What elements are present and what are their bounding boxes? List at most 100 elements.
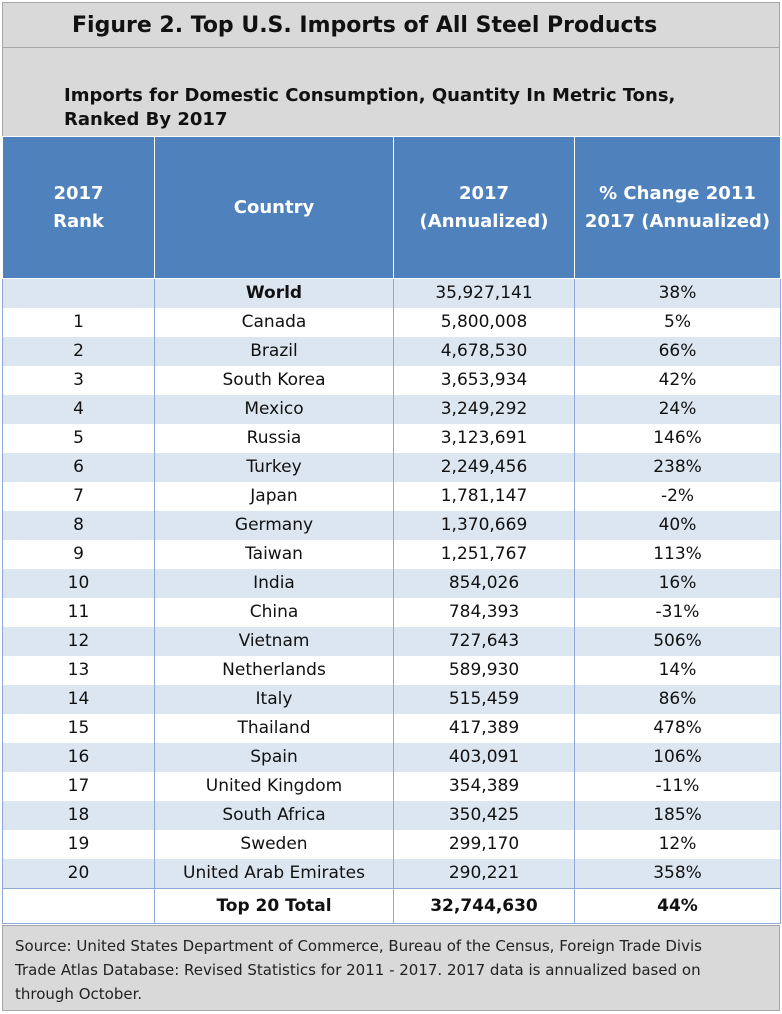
- value-cell: 5,800,008: [393, 308, 575, 337]
- value-cell: 784,393: [393, 598, 575, 627]
- total-change-cell: 44%: [574, 888, 781, 924]
- country-cell: United Kingdom: [154, 772, 394, 801]
- country-cell: China: [154, 598, 394, 627]
- change-cell: 106%: [574, 743, 781, 772]
- total-row: Top 20 Total 32,744,630 44%: [2, 888, 781, 924]
- country-cell: Sweden: [154, 830, 394, 859]
- value-cell: 1,251,767: [393, 540, 575, 569]
- value-cell: 3,249,292: [393, 395, 575, 424]
- value-cell: 3,123,691: [393, 424, 575, 453]
- source-line-3: through October.: [15, 985, 143, 1003]
- value-cell: 515,459: [393, 685, 575, 714]
- country-cell: Japan: [154, 482, 394, 511]
- rank-cell: 13: [2, 656, 155, 685]
- table-row: 6 Turkey 2,249,456 238%: [2, 453, 781, 482]
- change-cell: -31%: [574, 598, 781, 627]
- table-body: World 35,927,141 38% 1 Canada 5,800,008 5% 2…: [2, 278, 781, 889]
- figure-title: Figure 2. Top U.S. Imports of All Steel …: [72, 13, 658, 38]
- table-row: 14 Italy 515,459 86%: [2, 685, 781, 714]
- world-country-cell: World: [154, 278, 394, 308]
- column-header-value-line-2: (Annualized): [419, 210, 549, 232]
- column-header-rank-line-2: Rank: [53, 210, 104, 232]
- column-header-country-line-1: Country: [233, 196, 315, 218]
- total-rank-cell: [2, 888, 155, 924]
- source-box: Source: United States Department of Comm…: [2, 925, 780, 1011]
- change-cell: 238%: [574, 453, 781, 482]
- column-header-change: % Change 2011 2017 (Annualized): [574, 136, 781, 279]
- value-cell: 1,781,147: [393, 482, 575, 511]
- change-cell: 42%: [574, 366, 781, 395]
- total-label-cell: Top 20 Total: [154, 888, 394, 924]
- rank-cell: 10: [2, 569, 155, 598]
- table-row: 8 Germany 1,370,669 40%: [2, 511, 781, 540]
- value-cell: 1,370,669: [393, 511, 575, 540]
- rank-cell: 17: [2, 772, 155, 801]
- subtitle-line-1: Imports for Domestic Consumption, Quanti…: [64, 85, 676, 106]
- value-cell: 290,221: [393, 859, 575, 889]
- table-row: 4 Mexico 3,249,292 24%: [2, 395, 781, 424]
- country-cell: Brazil: [154, 337, 394, 366]
- change-cell: 16%: [574, 569, 781, 598]
- table-row: 18 South Africa 350,425 185%: [2, 801, 781, 830]
- table-row: 10 India 854,026 16%: [2, 569, 781, 598]
- country-cell: Mexico: [154, 395, 394, 424]
- column-header-change-line-2: 2017 (Annualized): [584, 210, 771, 232]
- column-header-change-line-1: % Change 2011: [599, 182, 756, 204]
- country-cell: Thailand: [154, 714, 394, 743]
- table-row: 20 United Arab Emirates 290,221 358%: [2, 859, 781, 889]
- rank-cell: 3: [2, 366, 155, 395]
- country-cell: India: [154, 569, 394, 598]
- table-row: 13 Netherlands 589,930 14%: [2, 656, 781, 685]
- value-cell: 354,389: [393, 772, 575, 801]
- country-cell: Canada: [154, 308, 394, 337]
- table-row: 19 Sweden 299,170 12%: [2, 830, 781, 859]
- rank-cell: 15: [2, 714, 155, 743]
- change-cell: -2%: [574, 482, 781, 511]
- table-row: 15 Thailand 417,389 478%: [2, 714, 781, 743]
- change-cell: 66%: [574, 337, 781, 366]
- imports-table: 2017 Rank Country 2017 (Annualized) % Ch…: [2, 136, 781, 924]
- rank-cell: 14: [2, 685, 155, 714]
- source-line-2: Trade Atlas Database: Revised Statistics…: [15, 961, 701, 979]
- title-bar: [2, 2, 780, 48]
- change-cell: 113%: [574, 540, 781, 569]
- rank-cell: 1: [2, 308, 155, 337]
- column-header-value: 2017 (Annualized): [393, 136, 575, 279]
- column-header-value-line-1: 2017: [458, 182, 510, 204]
- change-cell: 14%: [574, 656, 781, 685]
- subtitle-line-2: Ranked By 2017: [64, 109, 228, 130]
- world-rank-cell: [2, 278, 155, 308]
- subtitle-bar: [2, 48, 780, 136]
- source-line-1: Source: United States Department of Comm…: [15, 937, 702, 955]
- world-value-cell: 35,927,141: [393, 278, 575, 308]
- value-cell: 2,249,456: [393, 453, 575, 482]
- rank-cell: 18: [2, 801, 155, 830]
- value-cell: 350,425: [393, 801, 575, 830]
- change-cell: 24%: [574, 395, 781, 424]
- change-cell: 506%: [574, 627, 781, 656]
- table-row: 7 Japan 1,781,147 -2%: [2, 482, 781, 511]
- rank-cell: 7: [2, 482, 155, 511]
- value-cell: 417,389: [393, 714, 575, 743]
- value-cell: 403,091: [393, 743, 575, 772]
- rank-cell: 4: [2, 395, 155, 424]
- table-row: 3 South Korea 3,653,934 42%: [2, 366, 781, 395]
- column-header-rank: 2017 Rank: [2, 136, 155, 279]
- table-row: 12 Vietnam 727,643 506%: [2, 627, 781, 656]
- rank-cell: 5: [2, 424, 155, 453]
- table-row: 11 China 784,393 -31%: [2, 598, 781, 627]
- rank-cell: 8: [2, 511, 155, 540]
- value-cell: 4,678,530: [393, 337, 575, 366]
- value-cell: 589,930: [393, 656, 575, 685]
- value-cell: 854,026: [393, 569, 575, 598]
- figure-subtitle: Imports for Domestic Consumption, Quanti…: [64, 84, 675, 132]
- country-cell: Netherlands: [154, 656, 394, 685]
- change-cell: 12%: [574, 830, 781, 859]
- change-cell: 86%: [574, 685, 781, 714]
- rank-cell: 6: [2, 453, 155, 482]
- table-row: 2 Brazil 4,678,530 66%: [2, 337, 781, 366]
- change-cell: 40%: [574, 511, 781, 540]
- table-row: 17 United Kingdom 354,389 -11%: [2, 772, 781, 801]
- column-header-rank-line-1: 2017: [53, 182, 104, 204]
